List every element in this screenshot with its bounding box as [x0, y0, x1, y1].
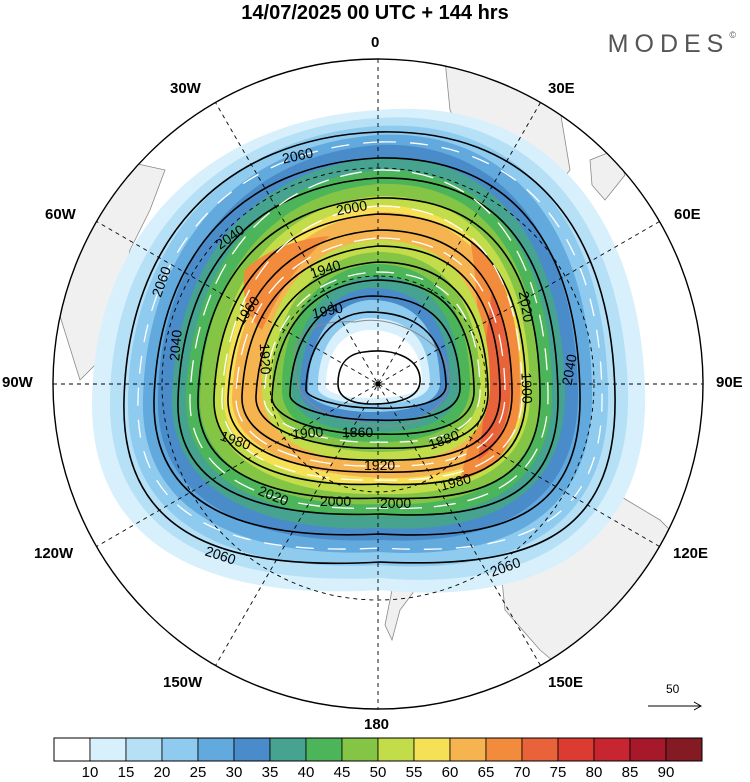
colorbar-cell: [125, 737, 163, 762]
lon-label-180: 180: [364, 716, 390, 733]
lon-label-60w: 60W: [45, 206, 76, 223]
colorbar-cell: [197, 737, 235, 762]
colorbar-cell: [53, 737, 91, 762]
colorbar-tick-label: 35: [261, 764, 279, 781]
brand-logo: MODES©: [608, 30, 736, 59]
lon-label-120w: 120W: [34, 545, 74, 562]
contour-label: 1860: [342, 424, 373, 440]
colorbar-cell: [557, 737, 595, 762]
colorbar-border: [53, 737, 703, 762]
colorbar-tick-label: 40: [297, 764, 315, 781]
lon-label-0: 0: [371, 34, 380, 51]
vector-streak-2: [221, 205, 523, 481]
contour-1880: [289, 295, 461, 422]
colorbar-tick-label: 20: [153, 764, 171, 781]
contour-1900: [271, 279, 475, 436]
colorbar-cell: [341, 737, 379, 762]
contour-label: 1920: [257, 343, 274, 375]
lon-label-90e: 90E: [716, 374, 743, 391]
colorbar-cell: [161, 737, 199, 762]
map-disc: [53, 59, 701, 701]
reference-vector-value: 50: [666, 682, 680, 696]
colorbar-tick-label: 25: [189, 764, 207, 781]
inner-calm: [326, 330, 423, 398]
map-title: 14/07/2025 00 UTC + 144 hrs: [241, 2, 509, 24]
colorbar-tick-label: 45: [333, 764, 351, 781]
contour-2000: [197, 197, 541, 500]
colorbar-cell: [449, 737, 487, 762]
copyright-mark: ©: [729, 30, 736, 40]
colorbar-cell: [377, 737, 415, 762]
contour-1920: [255, 261, 489, 450]
colorbar-cell: [305, 737, 343, 762]
colorbar-cell: [233, 737, 271, 762]
lon-label-150e: 150E: [548, 674, 584, 691]
contour-1940: [241, 245, 501, 461]
graticule: [53, 59, 703, 709]
contour-label: 2040: [166, 329, 185, 362]
contour-label: 1920: [364, 457, 395, 473]
pole-marker: [375, 381, 381, 387]
contour-label: 2060: [281, 144, 315, 166]
contour-2060: [123, 131, 616, 565]
contour-label: 2000: [380, 495, 411, 511]
colorbar-tick-label: 30: [225, 764, 243, 781]
contour-label: 1980: [438, 470, 472, 494]
contour-label: 1990: [310, 299, 344, 321]
colorbar-cell: [593, 737, 631, 762]
contour-1860: [305, 311, 447, 410]
contours: [123, 131, 616, 565]
colorbar-tick-label: 75: [549, 764, 567, 781]
vector-streak-5: [137, 141, 603, 550]
contour-2020: [177, 177, 559, 516]
colorbar-tick-label: 50: [369, 764, 387, 781]
lon-label-120e: 120E: [673, 545, 709, 562]
colorbar-tick-label: 65: [477, 764, 495, 781]
colorbar-cell: [665, 737, 703, 762]
lon-label-60e: 60E: [674, 206, 701, 223]
colorbar-cell: [89, 737, 127, 762]
contour-label: 2000: [320, 493, 351, 509]
lon-label-30w: 30W: [170, 80, 201, 97]
speed-band-75-east: [478, 290, 511, 460]
contour-1980: [213, 213, 527, 486]
colorbar-cell: [629, 737, 667, 762]
colorbar-cell: [485, 737, 523, 762]
colorbar-cell: [269, 737, 307, 762]
colorbar-tick-label: 60: [441, 764, 459, 781]
latitude-circle-middle: [161, 167, 595, 601]
lon-label-90w: 90W: [2, 374, 33, 391]
colorbar-tick-label: 10: [81, 764, 99, 781]
colorbar-tick-label: 70: [513, 764, 531, 781]
colorbar-tick-label: 55: [405, 764, 423, 781]
contour-2040: [153, 157, 581, 536]
vector-streak-4: [263, 271, 481, 443]
lon-label-150w: 150W: [163, 674, 203, 691]
contour-label: 2020: [516, 290, 537, 324]
colorbar-tick-label: 80: [585, 764, 603, 781]
contour-label: 1900: [291, 423, 324, 442]
colorbar-cell: [521, 737, 559, 762]
colorbar-tick-label: 90: [657, 764, 675, 781]
lon-label-30e: 30E: [548, 80, 575, 97]
contour-label: 2000: [335, 197, 369, 218]
contour-label: 1900: [518, 372, 535, 404]
contour-1960: [227, 229, 513, 473]
brand-name: MODES: [607, 30, 730, 58]
vector-streak-1: [189, 169, 549, 510]
vector-streak-3: [235, 237, 506, 467]
colorbar-tick-label: 15: [117, 764, 135, 781]
colorbar-tick-label: 85: [621, 764, 639, 781]
colorbar-cells: [53, 737, 703, 762]
contour-1840: [337, 350, 421, 405]
colorbar-cell: [413, 737, 451, 762]
contour-label: 2040: [559, 353, 580, 387]
wind-vectors: [137, 141, 603, 550]
